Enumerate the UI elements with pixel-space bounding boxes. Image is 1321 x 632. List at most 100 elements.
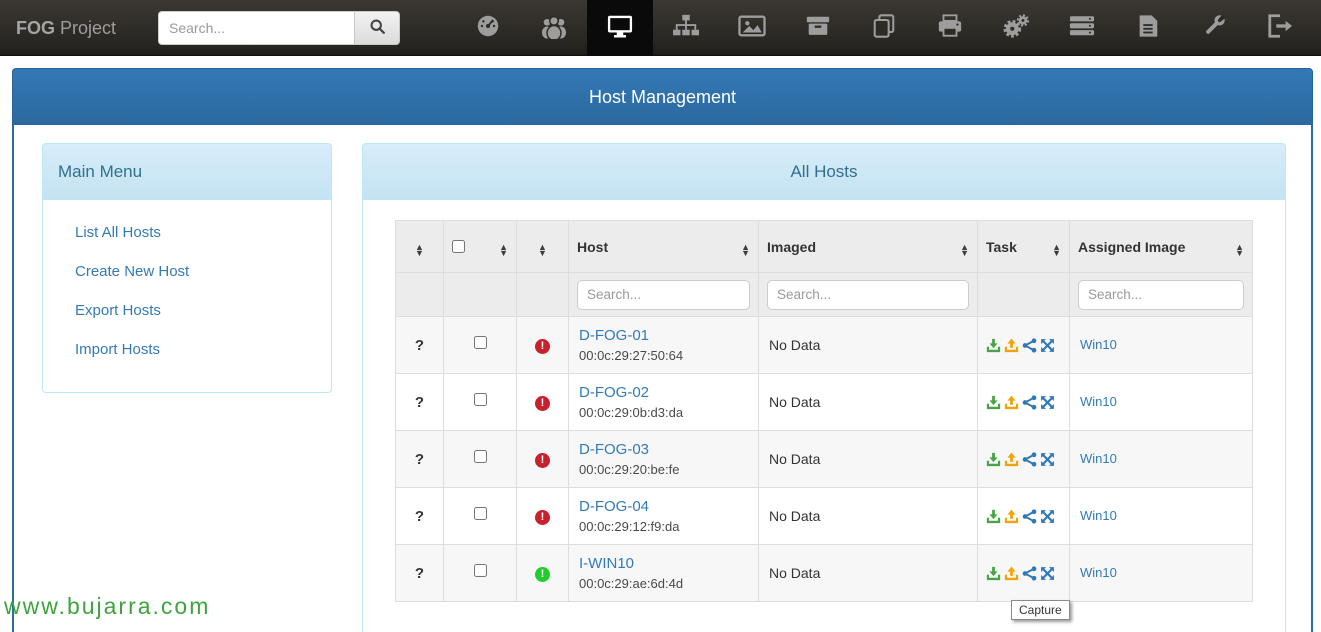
multicast-icon[interactable] [1022, 565, 1037, 581]
assigned-image-link[interactable]: Win10 [1080, 565, 1117, 580]
host-link[interactable]: D-FOG-01 [579, 327, 650, 344]
page-content: Main Menu List All Hosts Create New Host E… [12, 125, 1313, 632]
nav-item-images[interactable] [719, 0, 785, 56]
multicast-icon[interactable] [1022, 394, 1037, 410]
row-checkbox[interactable] [473, 450, 487, 463]
nav-item-hardware[interactable] [1049, 0, 1115, 56]
nav-item-tasks[interactable] [983, 0, 1049, 56]
capture-icon[interactable] [1004, 395, 1019, 410]
row-select-cell [443, 373, 517, 431]
host-table-row: ? ! D-FOG-03 00:0c:29:20:be:fe No Data [395, 430, 1253, 488]
sort-icon[interactable]: ▲ ▼ [960, 241, 969, 258]
navbar-search-button[interactable] [354, 11, 400, 45]
advanced-tasks-icon[interactable] [1040, 338, 1055, 353]
capture-icon[interactable] [1004, 452, 1019, 467]
task-cell [977, 316, 1070, 374]
row-checkbox[interactable] [473, 564, 487, 577]
brand-logo[interactable]: FOG Project [16, 0, 116, 56]
imaged-cell: No Data [758, 373, 978, 431]
host-link[interactable]: D-FOG-02 [579, 384, 650, 401]
nav-item-dashboard[interactable] [455, 0, 521, 56]
advanced-tasks-icon[interactable] [1040, 509, 1055, 524]
host-cell: D-FOG-04 00:0c:29:12:f9:da [568, 487, 759, 545]
filter-host-cell [568, 272, 759, 317]
service-icon [1199, 13, 1229, 44]
capture-icon[interactable] [1004, 566, 1019, 581]
pending-cell: ? [395, 316, 444, 374]
table-filter-row [395, 272, 1253, 317]
navbar-search-input[interactable] [158, 11, 354, 45]
hardware-icon [1067, 13, 1097, 44]
assigned-image-link[interactable]: Win10 [1080, 451, 1117, 466]
pending-mark: ? [414, 393, 425, 411]
host-table-row: ? ! I-WIN10 00:0c:29:ae:6d:4d No Data [395, 544, 1253, 602]
sort-icon[interactable]: ▲ ▼ [1052, 241, 1061, 258]
advanced-tasks-icon[interactable] [1040, 395, 1055, 410]
all-hosts-header: All Hosts [362, 143, 1286, 200]
nav-item-storage[interactable] [785, 0, 851, 56]
host-mac: 00:0c:29:27:50:64 [579, 348, 684, 363]
nav-item-users[interactable] [521, 0, 587, 56]
select-all-checkbox[interactable] [452, 240, 465, 253]
capture-icon[interactable] [1004, 509, 1019, 524]
host-mac: 00:0c:29:12:f9:da [579, 519, 680, 534]
users-icon [539, 13, 569, 44]
nav-item-snapins[interactable] [851, 0, 917, 56]
host-link[interactable]: I-WIN10 [579, 555, 635, 572]
col-imaged-label: Imaged [767, 238, 817, 255]
imaged-filter-input[interactable] [767, 279, 969, 310]
assigned-image-link[interactable]: Win10 [1080, 394, 1117, 409]
table-header-row: ▲ ▼ ▲ ▼ ▲ ▼ [395, 220, 1253, 273]
multicast-icon[interactable] [1022, 337, 1037, 353]
sort-icon[interactable]: ▲ ▼ [499, 241, 508, 258]
printers-icon [935, 13, 965, 44]
advanced-tasks-icon[interactable] [1040, 452, 1055, 467]
menu-link-create-new-host[interactable]: Create New Host [75, 263, 190, 280]
row-checkbox[interactable] [473, 507, 487, 520]
hosts-tbody: ? ! D-FOG-01 00:0c:29:27:50:64 No Data [395, 316, 1253, 602]
pending-mark: ? [414, 507, 425, 525]
assigned-image-link[interactable]: Win10 [1080, 337, 1117, 352]
deploy-icon[interactable] [986, 566, 1001, 581]
capture-icon[interactable] [1004, 338, 1019, 353]
deploy-icon[interactable] [986, 509, 1001, 524]
menu-link-export-hosts[interactable]: Export Hosts [75, 302, 161, 319]
filter-imaged-cell [758, 272, 978, 317]
sort-icon[interactable]: ▲ ▼ [538, 241, 547, 258]
multicast-icon[interactable] [1022, 451, 1037, 467]
advanced-tasks-icon[interactable] [1040, 566, 1055, 581]
sort-icon[interactable]: ▲ ▼ [415, 241, 424, 258]
deploy-icon[interactable] [986, 452, 1001, 467]
assigned-image-cell: Win10 [1069, 373, 1253, 431]
filter-empty [977, 272, 1070, 317]
sort-icon[interactable]: ▲ ▼ [1235, 241, 1244, 258]
host-status-icon: ! [535, 396, 550, 411]
deploy-icon[interactable] [986, 395, 1001, 410]
assigned-image-link[interactable]: Win10 [1080, 508, 1117, 523]
tasks-icon [1001, 13, 1031, 44]
host-link[interactable]: D-FOG-03 [579, 441, 650, 458]
menu-link-import-hosts[interactable]: Import Hosts [75, 341, 161, 358]
deploy-icon[interactable] [986, 338, 1001, 353]
imaged-cell: No Data [758, 430, 978, 488]
nav-item-service[interactable] [1181, 0, 1247, 56]
nav-item-groups[interactable] [653, 0, 719, 56]
row-checkbox[interactable] [473, 393, 487, 406]
task-cell [977, 544, 1070, 602]
assigned-image-cell: Win10 [1069, 430, 1253, 488]
nav-item-hosts[interactable] [587, 0, 653, 56]
status-cell: ! [516, 316, 569, 374]
nav-item-logout[interactable] [1247, 0, 1313, 56]
col-assigned-image: Assigned Image ▲ ▼ [1069, 220, 1253, 273]
host-status-icon: ! [535, 339, 550, 354]
multicast-icon[interactable] [1022, 508, 1037, 524]
host-filter-input[interactable] [577, 279, 750, 310]
sort-icon[interactable]: ▲ ▼ [741, 241, 750, 258]
host-link[interactable]: D-FOG-04 [579, 498, 650, 515]
nav-item-printers[interactable] [917, 0, 983, 56]
assigned-image-filter-input[interactable] [1078, 279, 1244, 310]
menu-link-list-all-hosts[interactable]: List All Hosts [75, 224, 161, 241]
nav-item-reports[interactable] [1115, 0, 1181, 56]
row-checkbox[interactable] [473, 336, 487, 349]
row-select-cell [443, 316, 517, 374]
